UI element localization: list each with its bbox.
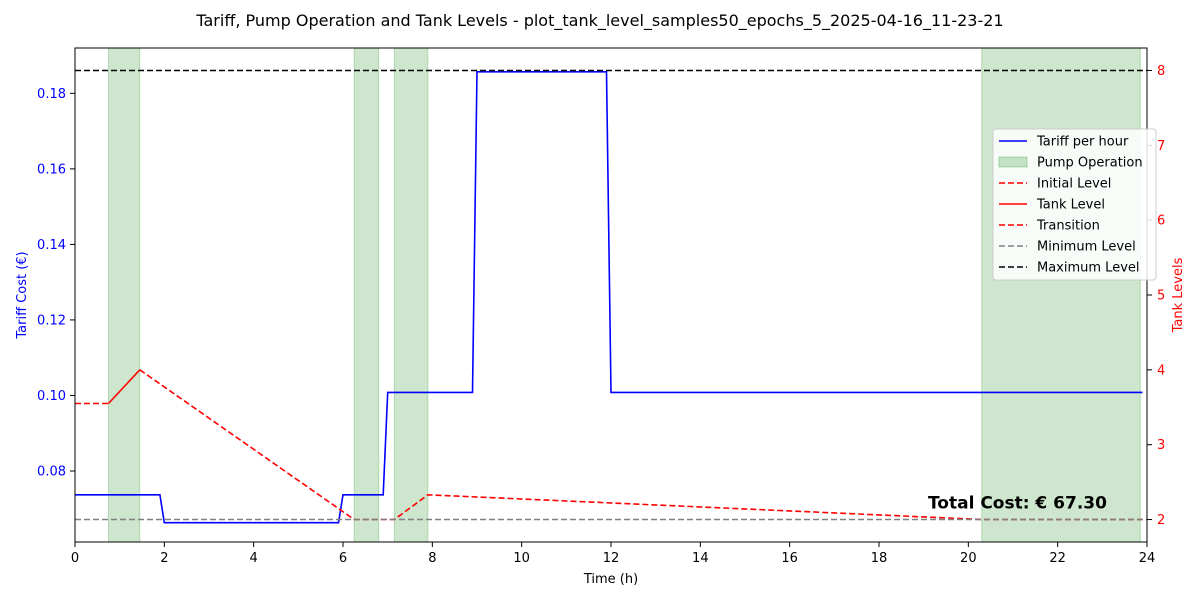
- y-right-tick-label: 3: [1157, 438, 1165, 453]
- x-tick-label: 12: [603, 551, 620, 566]
- legend-label: Maximum Level: [1037, 261, 1140, 276]
- x-tick-label: 16: [781, 551, 798, 566]
- series-line-transition: [139, 369, 1143, 521]
- legend: Tariff per hour Pump Operation Initial Lev…: [992, 128, 1157, 281]
- y-right-tick-label: 7: [1157, 139, 1165, 154]
- y-right-tick-label: 8: [1157, 64, 1165, 79]
- pump-operation-spans: [108, 47, 1141, 543]
- y-left-tick-label: 0.14: [37, 238, 66, 253]
- x-tick-label: 6: [339, 551, 347, 566]
- y-right-tick-label: 4: [1157, 363, 1165, 378]
- pump-operation-span: [353, 47, 380, 543]
- x-tick-label: 2: [160, 551, 168, 566]
- y-right-tick-label: 6: [1157, 214, 1165, 229]
- total-cost-annotation: Total Cost: € 67.30: [928, 493, 1107, 513]
- y-left-tick-label: 0.12: [37, 313, 66, 328]
- legend-label: Pump Operation: [1037, 156, 1143, 171]
- x-tick-label: 4: [250, 551, 258, 566]
- x-tick-label: 10: [513, 551, 530, 566]
- pump-operation-span: [981, 47, 1141, 543]
- x-tick-label: 14: [692, 551, 709, 566]
- x-tick-label: 0: [71, 551, 79, 566]
- y-left-tick-label: 0.08: [37, 464, 66, 479]
- legend-swatch: [998, 156, 1028, 168]
- x-tick-label: 18: [871, 551, 888, 566]
- y-left-tick-label: 0.10: [37, 389, 66, 404]
- y-left-tick-label: 0.18: [37, 87, 66, 102]
- chart-title: Tariff, Pump Operation and Tank Levels -…: [195, 11, 1003, 31]
- legend-label: Tank Level: [1036, 198, 1105, 213]
- legend-label: Tariff per hour: [1036, 135, 1129, 150]
- series-line-tank-level: [107, 369, 141, 405]
- legend-box: [992, 128, 1157, 281]
- pump-operation-span: [393, 47, 429, 543]
- series-line-tariff-per-hour: [75, 71, 1143, 524]
- y-right-axis-label: Tank Levels: [1171, 257, 1186, 333]
- y-left-axis-label: Tariff Cost (€): [15, 251, 30, 339]
- annotations: Total Cost: € 67.30: [928, 493, 1107, 513]
- axes: 0 2 4 6 8 10 12 14 16 18 20 22 240.080.100.120.140.1…: [37, 47, 1165, 566]
- x-tick-label: 24: [1139, 551, 1156, 566]
- legend-label: Initial Level: [1037, 177, 1111, 192]
- x-tick-label: 8: [428, 551, 436, 566]
- x-tick-label: 22: [1049, 551, 1066, 566]
- pump-operation-span: [108, 47, 141, 543]
- y-left-tick-label: 0.16: [37, 162, 66, 177]
- x-tick-label: 20: [960, 551, 977, 566]
- legend-label: Minimum Level: [1037, 240, 1136, 255]
- y-right-tick-label: 5: [1157, 289, 1165, 304]
- x-axis-label: Time (h): [583, 572, 638, 587]
- y-right-tick-label: 2: [1157, 513, 1165, 528]
- legend-label: Transition: [1036, 219, 1100, 234]
- series-lines: [75, 69, 1147, 524]
